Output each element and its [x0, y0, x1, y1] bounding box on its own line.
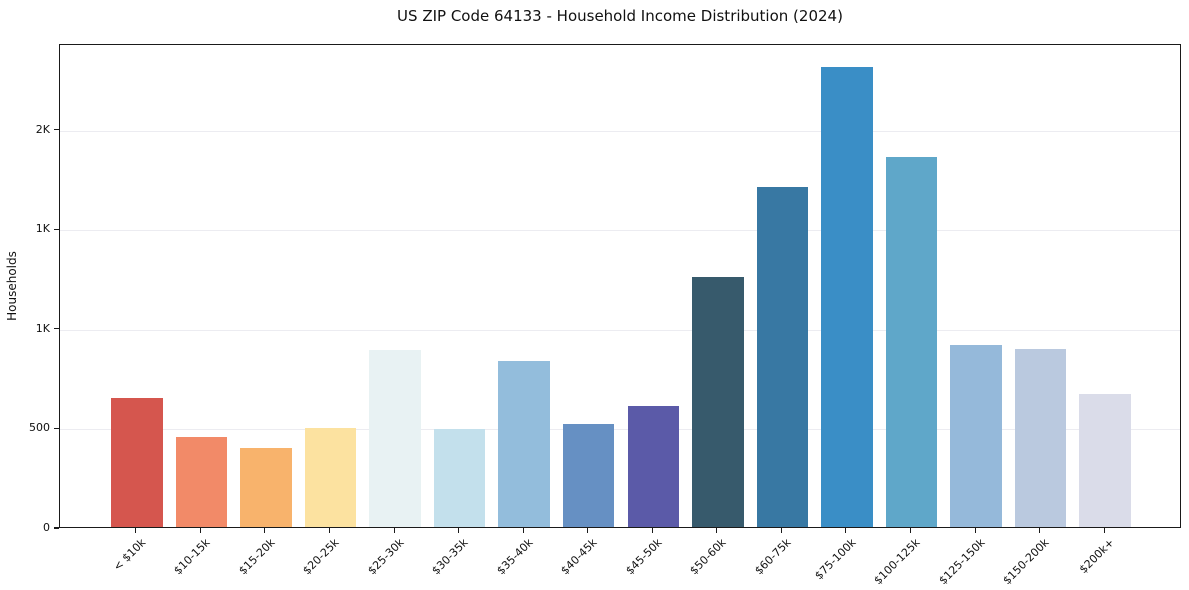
y-tick-label-1500: 1K — [35, 222, 50, 236]
bar-$30-35k — [433, 429, 486, 527]
y-tick-mark-2000 — [54, 129, 59, 131]
bar-$200k+ — [1079, 393, 1131, 527]
y-tick-label-1000: 1K — [35, 321, 50, 335]
x-tick-label-$35-40k: $35-40k — [494, 536, 536, 578]
bar-$150-200k — [1014, 348, 1067, 527]
x-tick-mark-$40-45k — [587, 528, 589, 533]
gridline-500 — [60, 429, 1180, 431]
bar-$100-125k — [885, 156, 938, 527]
x-tick-label-$20-25k: $20-25k — [300, 536, 342, 578]
bar-< $10k — [111, 397, 163, 527]
bar-$20-25k — [304, 427, 357, 527]
x-tick-label-$60-75k: $60-75k — [752, 536, 794, 578]
y-tick-label-500: 500 — [29, 421, 50, 435]
plot-area — [59, 44, 1181, 528]
x-tick-mark-$150-200k — [1039, 528, 1041, 533]
x-tick-label-$75-100k: $75-100k — [811, 536, 859, 583]
x-tick-mark-$30-35k — [458, 528, 460, 533]
x-tick-label-$10-15k: $10-15k — [171, 536, 213, 578]
bar-$40-45k — [562, 424, 615, 527]
bar-$50-60k — [692, 277, 744, 527]
y-tick-mark-0 — [54, 527, 59, 529]
bar-$60-75k — [756, 186, 809, 527]
gridline-2000 — [60, 130, 1180, 132]
x-tick-mark-$75-100k — [845, 528, 847, 533]
x-tick-mark-$125-150k — [974, 528, 976, 533]
chart-title: US ZIP Code 64133 - Household Income Dis… — [397, 7, 843, 25]
x-tick-mark-$100-125k — [909, 528, 912, 533]
y-tick-mark-1000 — [54, 328, 59, 330]
x-tick-label-$40-45k: $40-45k — [558, 536, 600, 578]
bar-$15-20k — [240, 447, 292, 527]
x-tick-label-$45-50k: $45-50k — [623, 536, 665, 578]
x-tick-mark-$25-30k — [393, 528, 395, 533]
x-tick-label-$25-30k: $25-30k — [365, 536, 407, 578]
x-tick-mark-$45-50k — [651, 528, 653, 533]
bar-$25-30k — [369, 349, 421, 527]
x-tick-mark-$15-20k — [264, 528, 266, 533]
x-tick-label-$125-150k: $125-150k — [936, 536, 988, 588]
x-tick-mark-$50-60k — [716, 528, 718, 533]
y-tick-mark-1500 — [54, 228, 59, 230]
bar-$125-150k — [950, 345, 1002, 527]
x-tick-mark-$35-40k — [522, 528, 524, 533]
gridline-1000 — [60, 329, 1180, 331]
x-tick-label-$200k+: $200k+ — [1076, 536, 1117, 577]
x-tick-mark-$60-75k — [780, 528, 782, 533]
y-axis-label: Households — [5, 251, 19, 321]
x-tick-mark-$20-25k — [328, 528, 331, 533]
bar-$10-15k — [175, 436, 228, 527]
y-tick-label-2000: 2K — [35, 122, 50, 136]
bar-$75-100k — [821, 66, 873, 527]
x-tick-mark-$200k+ — [1103, 528, 1105, 533]
x-tick-label-$100-125k: $100-125k — [871, 536, 923, 588]
bar-$45-50k — [627, 405, 680, 527]
x-tick-label-$30-35k: $30-35k — [429, 536, 471, 578]
x-tick-mark-$10-15k — [199, 528, 201, 533]
x-tick-mark-< $10k — [135, 528, 137, 533]
y-tick-label-0: 0 — [43, 521, 50, 534]
x-tick-label-$50-60k: $50-60k — [687, 536, 730, 578]
x-tick-label-< $10k: < $10k — [110, 536, 149, 574]
gridline-1500 — [60, 230, 1180, 232]
bar-$35-40k — [498, 360, 550, 527]
x-tick-label-$150-200k: $150-200k — [1000, 536, 1052, 588]
y-tick-mark-500 — [54, 427, 59, 429]
x-tick-label-$15-20k: $15-20k — [235, 536, 278, 578]
